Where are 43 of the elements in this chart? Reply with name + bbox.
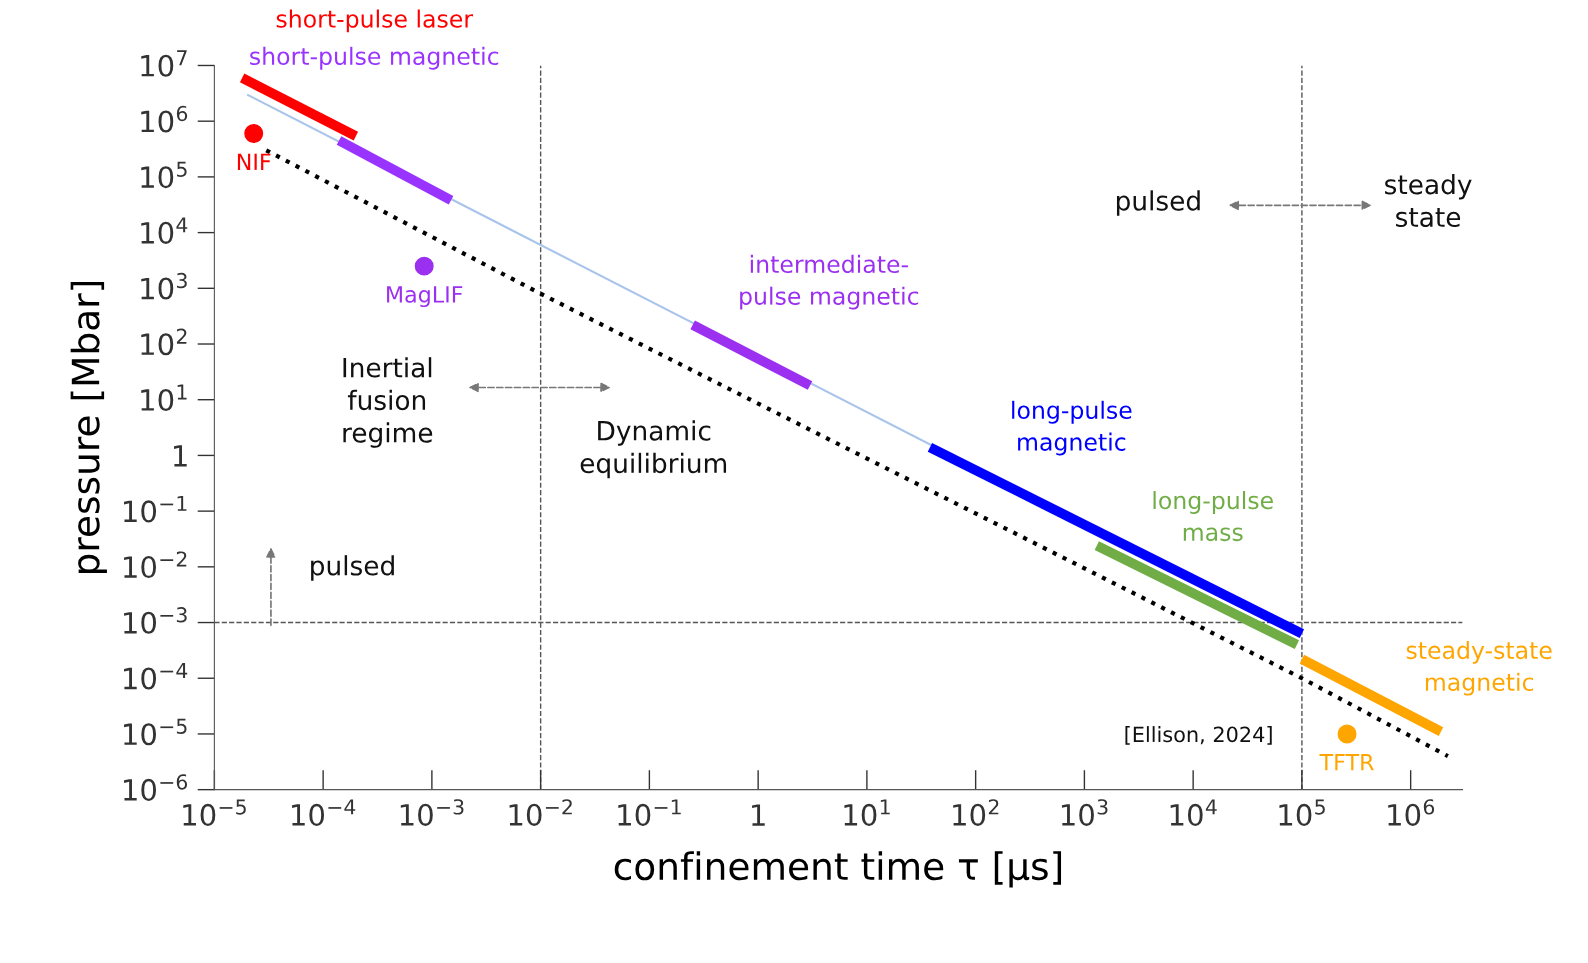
- x-axis-title: confinement time τ [µs]: [614, 851, 1062, 888]
- y-tick-label: 10$^{2}$: [141, 328, 187, 356]
- annotation: [Ellison, 2024]: [1125, 726, 1272, 745]
- series-label: intermediate- pulse magnetic: [740, 254, 919, 310]
- series-label: NIF: [237, 153, 271, 170]
- y-tick-label: 10$^{−1}$: [124, 495, 187, 523]
- x-tick-label: 1: [752, 804, 765, 826]
- series-label: long-pulse mass: [1153, 491, 1273, 542]
- x-tick-label: 10$^{4}$: [1170, 799, 1217, 826]
- annotation: Inertial fusion regime: [343, 357, 433, 448]
- x-tick-label: 10$^{1}$: [844, 799, 890, 826]
- series-label: long-pulse magnetic: [1012, 400, 1132, 456]
- annotation: steady state: [1385, 174, 1472, 228]
- y-tick-label: 10$^{4}$: [141, 217, 188, 244]
- annotation: Dynamic equilibrium: [580, 420, 727, 479]
- series-label: MagLIF: [387, 286, 463, 308]
- y-tick-label: 10$^{−3}$: [124, 607, 187, 634]
- x-tick-label: 10$^{3}$: [1061, 799, 1108, 826]
- y-tick-label: 10$^{−2}$: [124, 551, 187, 579]
- annotation: pulsed: [311, 555, 394, 581]
- x-tick-label: 10$^{6}$: [1388, 799, 1435, 826]
- x-tick-label: 10$^{−3}$: [400, 799, 464, 826]
- y-tick-label: 10$^{5}$: [141, 161, 187, 189]
- series-label: TFTR: [1319, 754, 1374, 771]
- series-label: steady-state magnetic: [1406, 640, 1552, 696]
- x-tick-label: 10$^{−5}$: [183, 799, 246, 826]
- y-tick-label: 10$^{1}$: [141, 384, 187, 412]
- x-tick-label: 10$^{−2}$: [509, 799, 572, 826]
- y-tick-label: 10$^{6}$: [141, 105, 188, 133]
- y-tick-label: 10$^{7}$: [141, 50, 187, 77]
- x-tick-label: 10$^{−4}$: [292, 799, 356, 826]
- text: short-pulse laser: [276, 9, 474, 33]
- annotation: pulsed: [1116, 190, 1200, 216]
- y-tick-label: 10$^{−6}$: [124, 774, 188, 801]
- y-axis-title: pressure [Mbar]: [70, 281, 107, 573]
- y-tick-label: 10$^{−5}$: [124, 718, 187, 746]
- y-tick-label: 10$^{−4}$: [124, 663, 188, 690]
- x-tick-label: 10$^{5}$: [1279, 799, 1325, 826]
- text: short-pulse magnetic: [250, 46, 499, 70]
- x-tick-label: 10$^{2}$: [953, 799, 999, 826]
- y-tick-label: 10$^{3}$: [141, 272, 187, 300]
- x-tick-label: 10$^{−1}$: [618, 799, 681, 826]
- y-tick-label: 1: [174, 445, 187, 467]
